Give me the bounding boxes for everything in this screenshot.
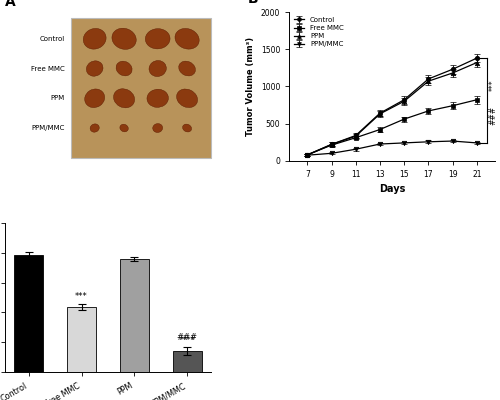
Ellipse shape — [116, 61, 132, 76]
Bar — [172, 351, 202, 372]
Text: PPM/MMC: PPM/MMC — [32, 125, 64, 131]
Text: A: A — [5, 0, 16, 9]
X-axis label: Days: Days — [379, 184, 405, 194]
Ellipse shape — [175, 28, 199, 49]
Text: ***: *** — [75, 292, 88, 300]
Ellipse shape — [146, 29, 170, 49]
Y-axis label: Tumor Volume (mm³): Tumor Volume (mm³) — [246, 37, 255, 136]
Ellipse shape — [152, 124, 162, 132]
Ellipse shape — [176, 89, 198, 108]
Text: ###: ### — [176, 333, 198, 342]
Text: Free MMC: Free MMC — [31, 66, 64, 72]
Text: PPM: PPM — [50, 95, 64, 101]
Ellipse shape — [112, 28, 136, 49]
Ellipse shape — [182, 124, 192, 132]
Ellipse shape — [84, 28, 106, 49]
Text: Control: Control — [40, 36, 64, 42]
Legend: Control, Free MMC, PPM, PPM/MMC: Control, Free MMC, PPM, PPM/MMC — [292, 16, 345, 49]
Bar — [120, 259, 149, 372]
Ellipse shape — [84, 89, 104, 108]
Ellipse shape — [90, 124, 100, 132]
Ellipse shape — [120, 124, 128, 132]
Text: ###: ### — [488, 106, 498, 125]
Ellipse shape — [86, 61, 103, 76]
Bar — [67, 306, 96, 372]
Bar — [71, 18, 211, 158]
Text: ***: *** — [488, 80, 498, 92]
Ellipse shape — [114, 89, 134, 108]
Ellipse shape — [178, 61, 196, 76]
Ellipse shape — [149, 60, 166, 76]
Text: B: B — [248, 0, 258, 6]
Ellipse shape — [147, 89, 169, 107]
Bar — [14, 255, 44, 372]
Text: ****: **** — [180, 336, 195, 345]
